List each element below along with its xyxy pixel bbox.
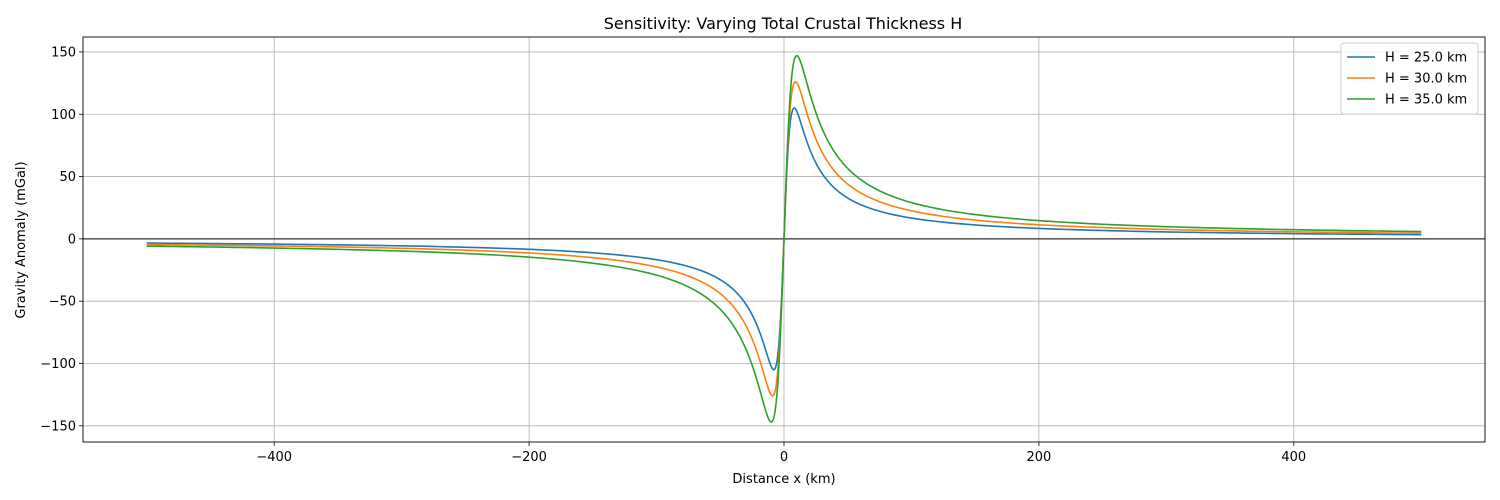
grid <box>83 37 1485 442</box>
y-tick-label: −100 <box>40 357 76 372</box>
legend-label: H = 35.0 km <box>1385 93 1467 108</box>
series-line-2 <box>146 54 1422 423</box>
y-tick-label: 50 <box>59 170 76 185</box>
legend-box <box>1340 42 1479 115</box>
legend-label: H = 30.0 km <box>1385 72 1467 87</box>
y-tick-label: 150 <box>51 45 76 60</box>
x-tick-label: 200 <box>1026 450 1051 465</box>
y-tick-label: 0 <box>68 232 76 247</box>
x-tick-label: −200 <box>511 450 547 465</box>
x-ticks: −400 −200 0 200 400 <box>256 442 1306 465</box>
x-axis-title: Distance x (km) <box>732 472 835 487</box>
series-layer <box>146 54 1422 423</box>
legend: H = 25.0 km H = 30.0 km H = 35.0 km <box>1340 42 1479 115</box>
y-tick-label: 100 <box>51 108 76 123</box>
y-ticks: −150 −100 −50 0 50 100 150 <box>40 45 83 434</box>
x-tick-label: 0 <box>780 450 788 465</box>
legend-label: H = 25.0 km <box>1385 51 1467 66</box>
x-tick-label: −400 <box>256 450 292 465</box>
y-tick-label: −50 <box>49 295 76 310</box>
y-axis-title: Gravity Anomaly (mGal) <box>14 161 29 318</box>
chart-title: Sensitivity: Varying Total Crustal Thick… <box>604 14 962 33</box>
x-tick-label: 400 <box>1281 450 1306 465</box>
y-tick-label: −150 <box>40 419 76 434</box>
